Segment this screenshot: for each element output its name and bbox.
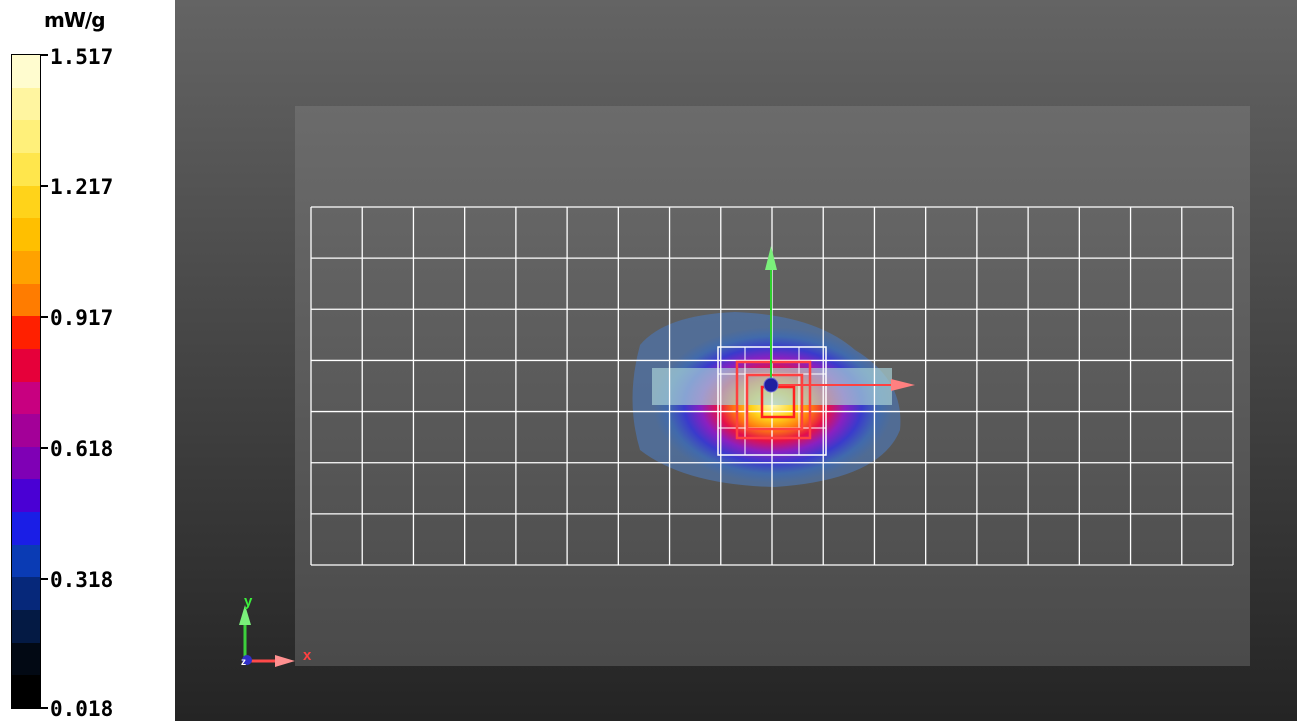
colorbar-tick — [40, 447, 48, 449]
colorbar-segment — [12, 316, 40, 350]
colorbar-segment — [12, 577, 40, 611]
colorbar-tick-label: 0.917 — [50, 306, 114, 330]
colorbar-segment — [12, 381, 40, 415]
scene-canvas: y x z — [239, 106, 1250, 668]
colorbar-segment — [12, 120, 40, 154]
colorbar-tick — [40, 707, 48, 709]
colorbar-segment — [12, 446, 40, 481]
axis-triad — [239, 605, 295, 667]
colorbar-segment — [12, 55, 40, 89]
peak-contour-middle — [745, 373, 804, 431]
colorbar-tick-label: 0.618 — [50, 437, 114, 461]
colorbar-segment — [12, 185, 40, 219]
local-origin — [763, 377, 779, 393]
colorbar-segment — [12, 152, 40, 187]
colorbar-segment — [12, 87, 40, 121]
colorbar-segment — [12, 675, 40, 709]
colorbar-segment — [12, 642, 40, 676]
colorbar-unit: mW/g — [44, 8, 106, 32]
colorbar-segment — [12, 479, 40, 513]
local-y-arrowhead — [765, 246, 777, 270]
colorbar-tick — [40, 185, 48, 187]
colorbar-segment — [12, 218, 40, 252]
colorbar-tick — [40, 54, 48, 56]
colorbar-segment — [12, 610, 40, 644]
colorbar-segment — [12, 283, 40, 317]
colorbar-segment — [12, 544, 40, 578]
colorbar-segment — [12, 512, 40, 546]
local-x-arrowhead — [891, 379, 915, 391]
colorbar-segment — [12, 414, 40, 448]
colorbar-segment — [12, 348, 40, 383]
colorbar-tick-label: 0.018 — [50, 697, 114, 721]
colorbar-tick — [40, 578, 48, 580]
axis-label-y: y — [244, 593, 253, 610]
colorbar-tick — [40, 316, 48, 318]
colorbar-tick-label: 0.318 — [50, 568, 114, 592]
colorbar-tick-label: 1.517 — [50, 45, 114, 69]
3d-viewport[interactable]: y x z — [175, 0, 1297, 721]
colorbar-legend: mW/g 1.517 1.217 0.917 0.618 0.318 0.018 — [0, 0, 175, 721]
colorbar-tick-label: 1.217 — [50, 175, 114, 199]
colorbar-gradient — [11, 54, 41, 709]
measurement-grid — [310, 206, 1234, 566]
axis-label-x: x — [303, 647, 312, 664]
axis-label-z: z — [241, 657, 246, 668]
colorbar-segment — [12, 250, 40, 285]
peak-contour-outer — [735, 360, 812, 440]
